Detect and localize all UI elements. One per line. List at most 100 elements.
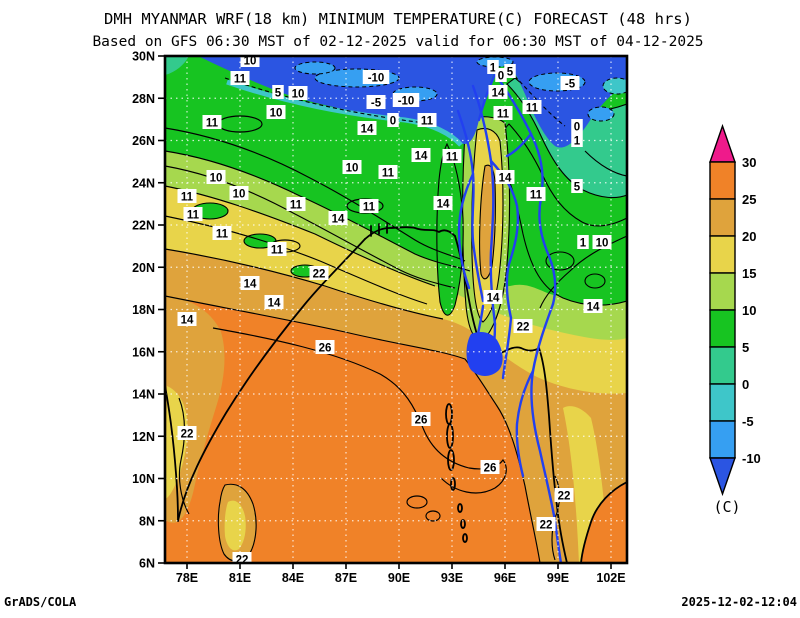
contour-label-value: 14 xyxy=(181,315,194,327)
colorbar-segment xyxy=(709,309,736,348)
contour-label-value: 11 xyxy=(363,202,376,214)
contour-label-chip xyxy=(315,340,335,354)
x-axis-label: 78E xyxy=(176,571,198,585)
x-axis-label: 84E xyxy=(282,571,304,585)
contour-label-value: 22 xyxy=(313,269,326,281)
contour-label-value: 1 xyxy=(490,63,497,75)
contour-label-chip xyxy=(571,133,583,147)
contour-label-value: 14 xyxy=(492,88,505,100)
colorbar-segment xyxy=(709,346,736,385)
contour-label-chip xyxy=(240,276,260,290)
contour-label-value: 26 xyxy=(319,343,332,355)
contour-label-value: 11 xyxy=(271,245,284,257)
contour-label-value: 14 xyxy=(332,214,345,226)
contour-label-value: -5 xyxy=(565,79,576,91)
colorbar-bottom-arrow xyxy=(709,457,736,497)
temp-region-east-green xyxy=(496,123,627,306)
contour-label-chip xyxy=(357,121,377,135)
skyblue-patch xyxy=(587,106,615,122)
contour-label-value: 10 xyxy=(292,89,305,101)
contour-label-value: 14 xyxy=(437,199,450,211)
y-axis-label: 22N xyxy=(132,219,155,233)
contour-label-value: 10 xyxy=(596,238,609,250)
colorbar-level-label: 20 xyxy=(742,229,756,244)
contour-label-value: -10 xyxy=(398,96,415,108)
cyan-fringe xyxy=(226,79,463,147)
y-axis-label: 10N xyxy=(132,472,155,486)
skyblue-patch xyxy=(294,61,336,75)
contour-label-chip xyxy=(495,68,507,82)
contour-label-chip xyxy=(202,115,222,129)
contour-label-chip xyxy=(359,199,379,213)
x-axis-label: 93E xyxy=(441,571,463,585)
arakan-mountains-green xyxy=(436,142,464,316)
contour-label-chip xyxy=(554,488,574,502)
contour-label-value: 14 xyxy=(268,298,281,310)
cyan-patch xyxy=(602,77,627,95)
x-axis-label: 81E xyxy=(229,571,251,585)
contour-label-chip xyxy=(392,93,420,107)
colorbar-level-label: 10 xyxy=(742,303,756,318)
irrawaddy-delta-rivers xyxy=(466,332,503,376)
contour-label-value: 0 xyxy=(390,116,396,128)
contour-label-chip xyxy=(378,165,398,179)
page-subtitle: Based on GFS 06:30 MST of 02-12-2025 val… xyxy=(92,34,703,50)
contour-label-value: 11 xyxy=(382,168,395,180)
contour-label-chip xyxy=(536,517,556,531)
contour-label-value: 22 xyxy=(540,520,553,532)
teal-corner-northwest xyxy=(165,56,189,75)
colorbar-level-label: 15 xyxy=(742,266,756,281)
contour-label-chip xyxy=(288,86,308,100)
y-axis-label: 30N xyxy=(132,50,155,64)
colorbar-segment xyxy=(709,420,736,459)
contour-label-chip xyxy=(411,148,431,162)
contour-label-chip xyxy=(522,100,542,114)
contour-label-value: 0 xyxy=(498,71,504,83)
contour-label-value: 22 xyxy=(558,491,571,503)
contour-label-value: 5 xyxy=(574,182,581,194)
contour-label-chip xyxy=(387,113,399,127)
colorbar-segment xyxy=(709,383,736,422)
contour-label-chip xyxy=(264,295,284,309)
colorbar-level-label: 5 xyxy=(742,340,749,355)
contour-label-value: 11 xyxy=(216,229,229,241)
y-axis-label: 18N xyxy=(132,303,155,317)
grads-credit: GrADS/COLA xyxy=(4,595,77,609)
contour-label-chip xyxy=(328,211,348,225)
contour-label-value: 14 xyxy=(415,151,428,163)
contour-label-value: 5 xyxy=(507,67,514,79)
contour-label-value: 10 xyxy=(270,108,283,120)
contour-label-chip xyxy=(442,149,462,163)
contour-label-chip xyxy=(577,235,589,249)
y-axis-label: 24N xyxy=(132,176,155,190)
temp-region-south-india-yellow xyxy=(165,386,188,499)
colorbar-segment xyxy=(709,198,736,237)
green-blob-in-teal-2 xyxy=(584,273,606,289)
contour-label-chip xyxy=(483,290,503,304)
contour-label-value: -10 xyxy=(368,73,385,85)
page-title: DMH MYANMAR WRF(18 km) MINIMUM TEMPERATU… xyxy=(104,10,692,28)
contour-label-value: 1 xyxy=(580,238,587,250)
creation-timestamp: 2025-12-02-12:04 xyxy=(681,595,797,609)
contour-label-value: 14 xyxy=(587,302,600,314)
colorbar-level-label: -10 xyxy=(742,451,761,466)
colorbar-segment xyxy=(709,235,736,274)
y-axis-label: 16N xyxy=(132,345,155,359)
contour-label-chip xyxy=(183,207,203,221)
colorbar-level-label: 25 xyxy=(742,192,756,207)
axes: 78E 81E 84E 87E 90E 93E 96E 99E 102E 30N 28N 26N 24N… xyxy=(132,50,626,586)
contour-label-value: 5 xyxy=(275,88,282,100)
contour-label-value: 10 xyxy=(233,189,246,201)
contour-label-chip xyxy=(504,64,516,78)
x-axis-label: 99E xyxy=(547,571,569,585)
contour-label-value: 14 xyxy=(361,124,374,136)
contour-label-value: 11 xyxy=(530,190,543,202)
contour-label-value: 22 xyxy=(181,429,194,441)
contour-label-value: 0 xyxy=(574,122,580,134)
contour-label-value: 26 xyxy=(415,415,428,427)
contour-label-chip xyxy=(583,299,603,313)
